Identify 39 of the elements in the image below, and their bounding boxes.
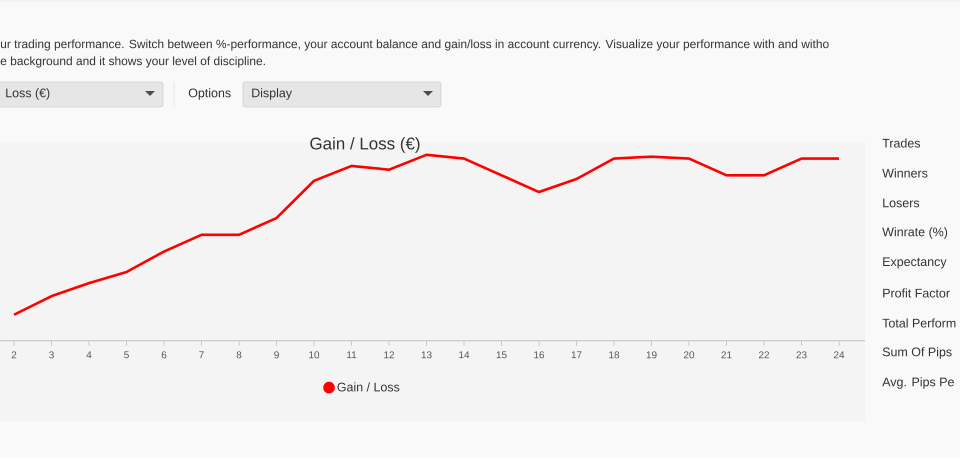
x-tick-label: 17: [572, 351, 582, 358]
text: Winners: [882, 168, 928, 178]
text: Avg. Pips Pe: [882, 377, 954, 389]
x-tick-label: 10: [309, 351, 320, 358]
x-tick-label: 19: [646, 351, 657, 358]
x-tick-label: 11: [347, 351, 356, 358]
x-tick-label: 7: [199, 351, 204, 358]
text: Profit Factor: [883, 288, 950, 298]
text: Display: [252, 88, 292, 100]
x-tick-label: 13: [422, 351, 432, 358]
x-tick-label: 2: [12, 351, 16, 358]
text: Loss (€): [6, 88, 50, 100]
x-tick-label: 8: [236, 351, 242, 358]
text: e background and it shows your level of discipline.: [0, 56, 265, 68]
text: Trades: [882, 138, 920, 148]
text: Expectancy: [883, 257, 947, 269]
text: Total Perform: [882, 318, 956, 328]
x-tick-label: 18: [609, 351, 620, 358]
x-tick-label: 4: [86, 351, 92, 358]
x-tick-label: 20: [684, 351, 694, 358]
text: Winrate (%): [882, 227, 948, 239]
x-tick-label: 21: [721, 351, 732, 358]
text: Options: [188, 88, 231, 100]
x-tick-label: 3: [49, 351, 54, 358]
x-tick-label: 15: [496, 351, 507, 358]
x-tick-label: 5: [124, 351, 129, 358]
x-tick-label: 24: [834, 351, 844, 358]
text: ur trading performance. Switch between %-performance, your account balance and gain/loss in account currency. Visualize your performance with and witho: [0, 39, 829, 51]
x-tick-label: 12: [384, 351, 394, 358]
x-tick-label: 16: [534, 351, 544, 358]
x-tick-label: 23: [796, 351, 807, 358]
x-tick-label: 14: [459, 351, 470, 358]
x-tick-label: 6: [162, 351, 166, 358]
x-tick-label: 9: [274, 351, 279, 358]
chart-title: Gain / Loss (€): [310, 137, 420, 153]
text: Sum Of Pips: [882, 347, 952, 359]
legend-label: Gain / Loss: [337, 382, 400, 392]
x-tick-label: 22: [758, 351, 770, 358]
text: Losers: [883, 198, 920, 208]
